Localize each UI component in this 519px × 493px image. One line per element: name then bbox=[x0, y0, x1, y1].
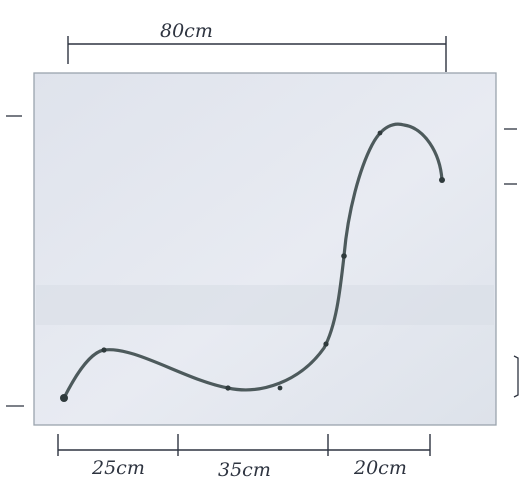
curve-path bbox=[62, 122, 444, 400]
curve-point bbox=[341, 253, 347, 259]
curve-point bbox=[323, 341, 329, 347]
bottom-dimension-line bbox=[57, 434, 431, 456]
curve-point bbox=[60, 394, 68, 402]
top-dimension-line bbox=[67, 36, 447, 72]
right-edge-ticks bbox=[504, 128, 519, 398]
board-horizontal-band bbox=[36, 285, 494, 325]
curve-point bbox=[101, 347, 107, 353]
curve-points bbox=[60, 130, 445, 402]
curve-point bbox=[277, 385, 283, 391]
bottom-dimension-label-3: 20cm bbox=[353, 457, 407, 479]
board-rectangle bbox=[33, 72, 497, 426]
bottom-dimension-label-1: 25cm bbox=[91, 457, 145, 479]
curve-point bbox=[377, 130, 383, 136]
curve-point bbox=[225, 385, 231, 391]
bottom-dimension-label-2: 35cm bbox=[218, 459, 271, 481]
top-dimension-label: 80cm bbox=[160, 20, 213, 42]
curve-point bbox=[439, 177, 445, 183]
left-edge-ticks bbox=[6, 115, 24, 407]
